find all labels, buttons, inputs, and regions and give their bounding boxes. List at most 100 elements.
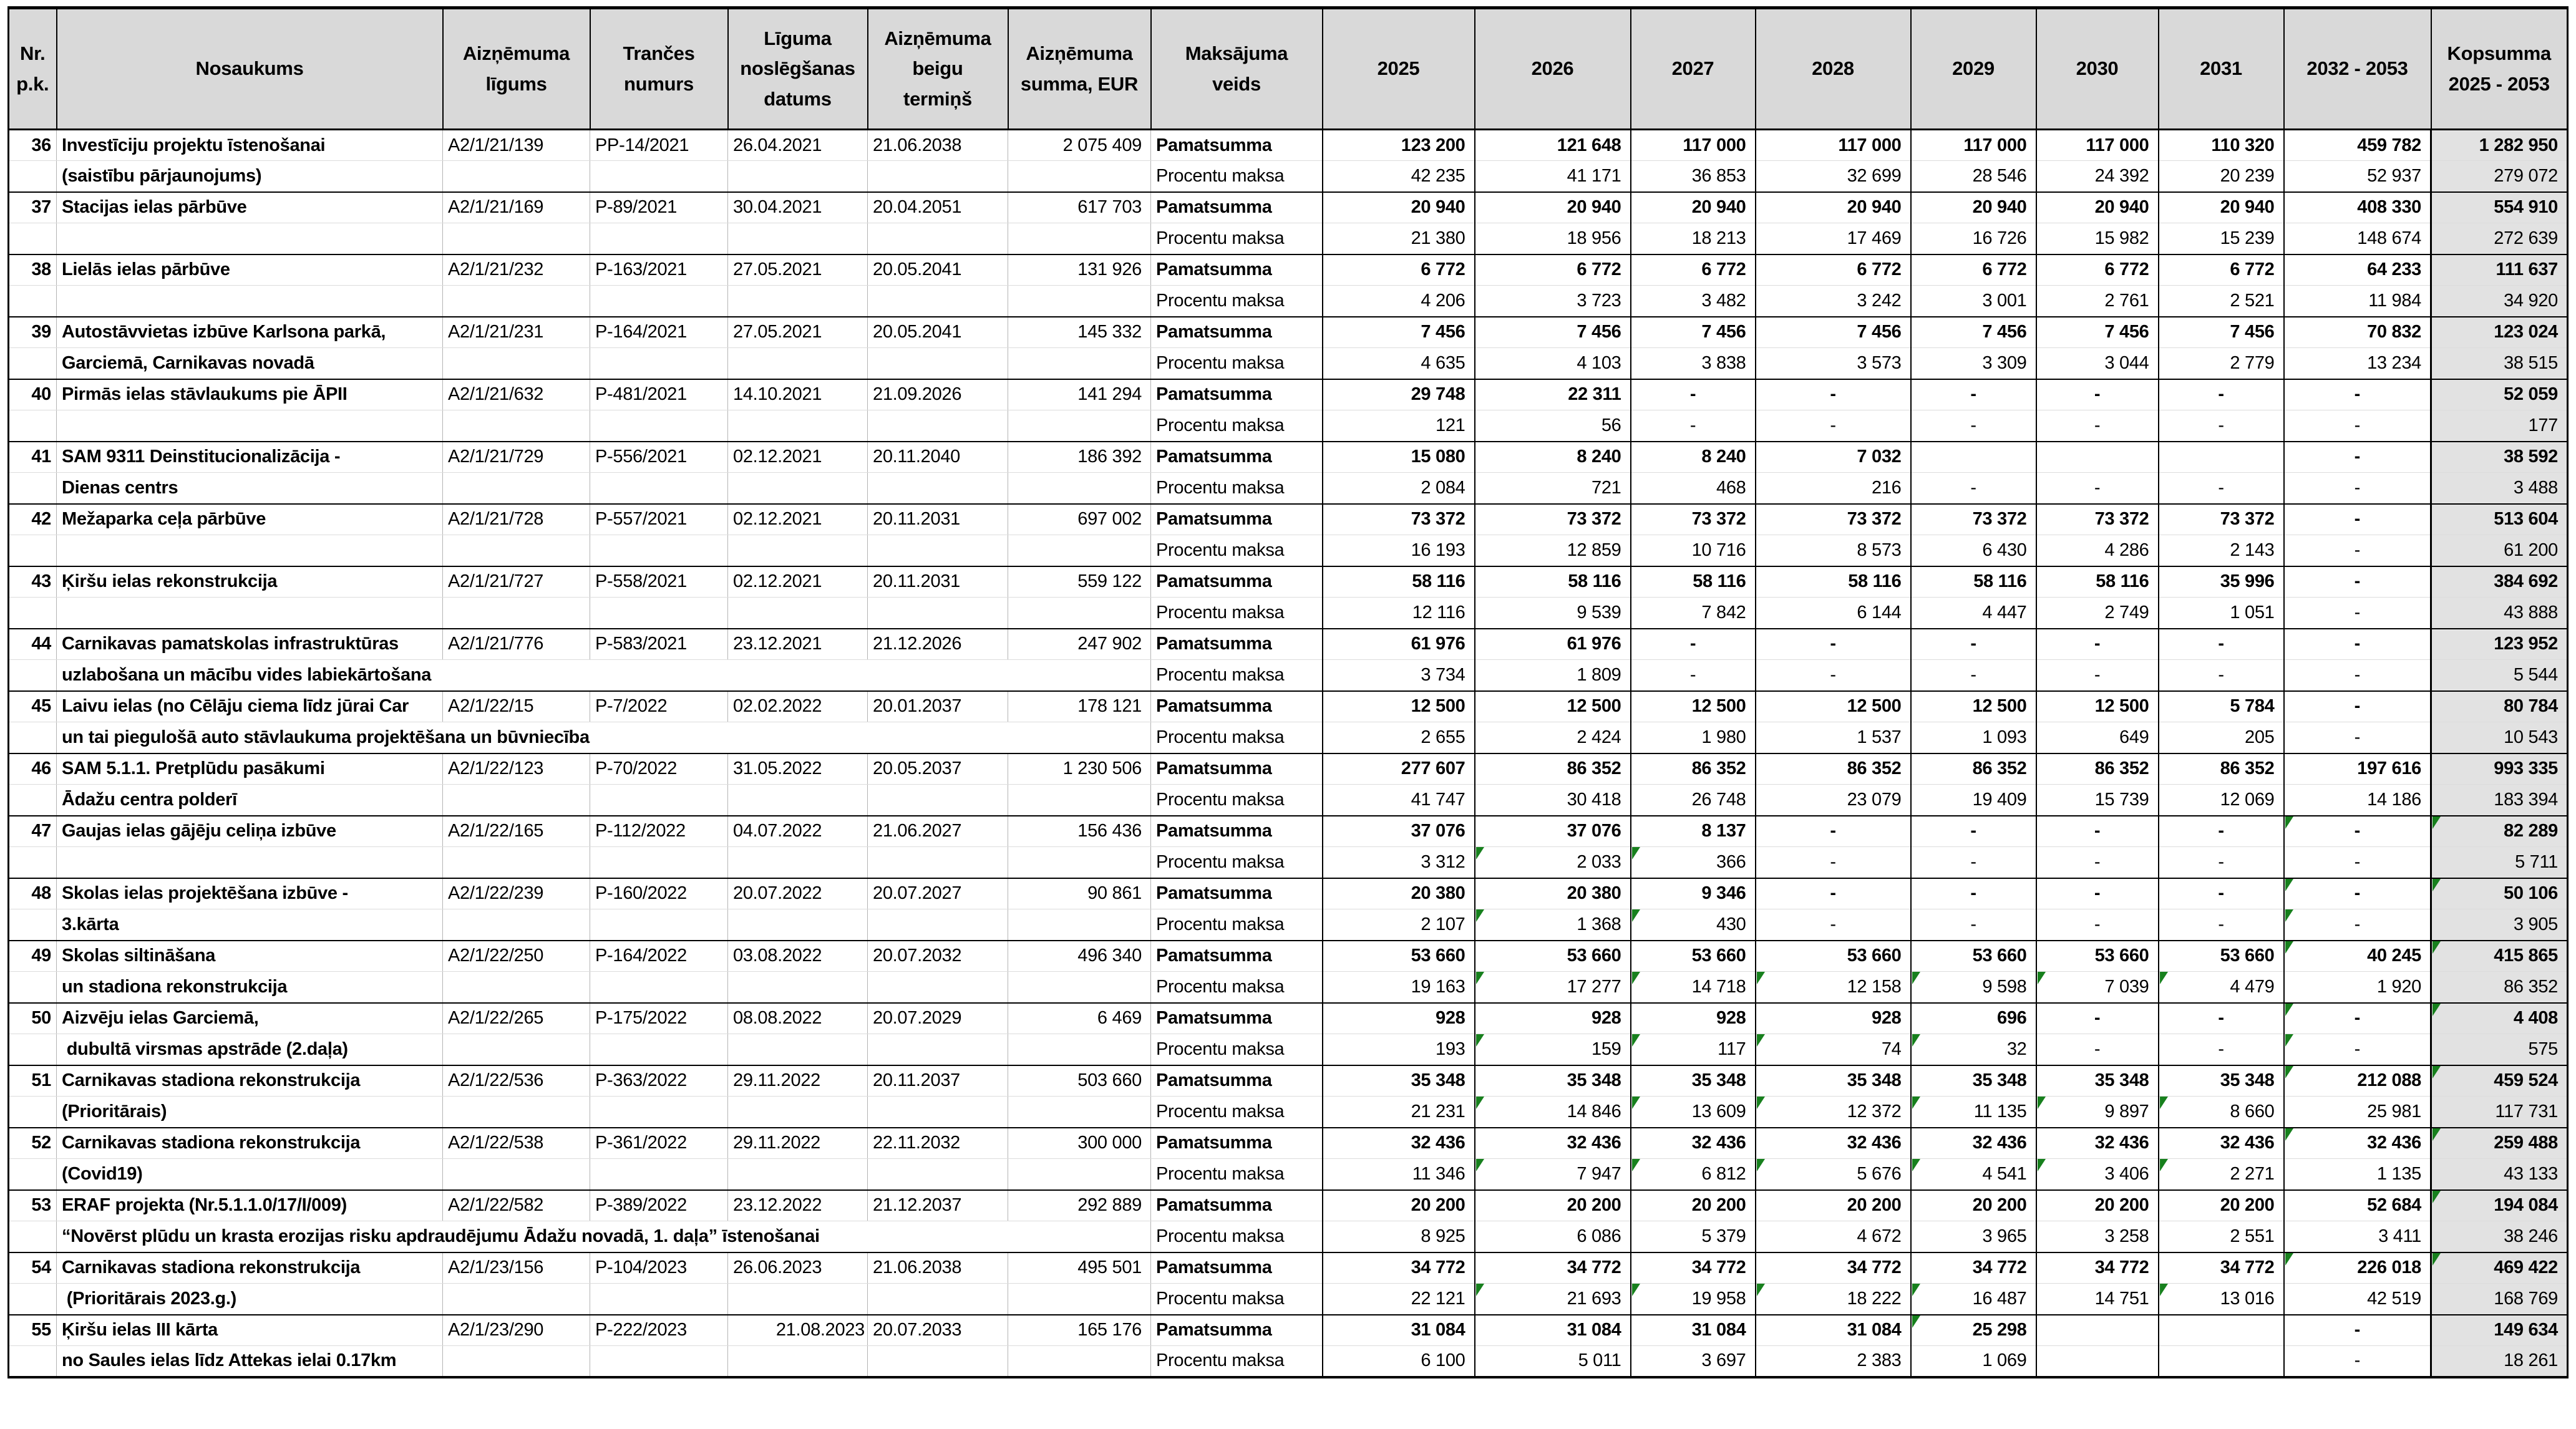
project-name-line1[interactable]: Laivu ielas (no Cēlāju ciema līdz jūrai … bbox=[56, 690, 443, 722]
project-name-line1[interactable]: Aizvēju ielas Garciemā, bbox=[56, 1002, 443, 1034]
signing-date[interactable]: 03.08.2022 bbox=[727, 940, 868, 972]
interest-value-2031-row-45[interactable]: 205 bbox=[2157, 722, 2284, 754]
empty-cell[interactable] bbox=[867, 1034, 1008, 1066]
empty-cell[interactable] bbox=[727, 347, 868, 380]
principal-value-2027-row-40[interactable]: - bbox=[1630, 379, 1756, 410]
tranche-number[interactable]: P-164/2021 bbox=[590, 316, 728, 348]
interest-value-2029-row-53[interactable]: 3 965 bbox=[1910, 1221, 2036, 1253]
row-number[interactable]: 37 bbox=[8, 191, 57, 223]
principal-value-2028-row-38[interactable]: 6 772 bbox=[1754, 254, 1911, 286]
principal-value-2025-row-53[interactable]: 20 200 bbox=[1321, 1189, 1475, 1221]
principal-value-2025-row-52[interactable]: 32 436 bbox=[1321, 1127, 1475, 1159]
principal-value-2030-row-54[interactable]: 34 772 bbox=[2035, 1252, 2159, 1284]
principal-value-total-row-54[interactable]: 469 422 bbox=[2430, 1252, 2568, 1284]
principal-value-2025-row-46[interactable]: 277 607 bbox=[1321, 753, 1475, 785]
principal-value-2026-row-44[interactable]: 61 976 bbox=[1474, 628, 1631, 660]
empty-cell[interactable] bbox=[1008, 1158, 1151, 1191]
interest-value-2028-row-53[interactable]: 4 672 bbox=[1754, 1221, 1911, 1253]
interest-value-total-row-50[interactable]: 575 bbox=[2430, 1034, 2568, 1066]
interest-value-total-row-36[interactable]: 279 072 bbox=[2430, 160, 2568, 193]
tranche-number[interactable]: P-164/2022 bbox=[590, 940, 728, 972]
principal-value-2030-row-37[interactable]: 20 940 bbox=[2035, 191, 2159, 223]
empty-cell[interactable] bbox=[590, 1283, 728, 1315]
empty-cell[interactable] bbox=[442, 846, 590, 879]
empty-cell[interactable] bbox=[727, 1158, 868, 1191]
principal-value-total-row-43[interactable]: 384 692 bbox=[2430, 566, 2568, 598]
interest-value-2031-row-46[interactable]: 12 069 bbox=[2157, 784, 2284, 816]
interest-value-2031-row-43[interactable]: 1 051 bbox=[2157, 597, 2284, 629]
loan-end-date[interactable]: 20.05.2041 bbox=[867, 316, 1008, 348]
tranche-number[interactable]: P-583/2021 bbox=[590, 628, 728, 660]
payment-type-interest[interactable]: Procentu maksa bbox=[1150, 846, 1323, 879]
interest-value-2025-row-40[interactable]: 121 bbox=[1321, 410, 1475, 442]
row-number[interactable]: 52 bbox=[8, 1127, 57, 1159]
project-name-line2[interactable]: no Saules ielas līdz Attekas ielai 0.17k… bbox=[56, 1345, 443, 1378]
interest-value-2027-row-40[interactable]: - bbox=[1630, 410, 1756, 442]
project-name-line2[interactable]: un tai piegulošā auto stāvlaukuma projek… bbox=[56, 722, 1151, 754]
empty-cell[interactable] bbox=[867, 1283, 1008, 1315]
interest-value-2025-row-44[interactable]: 3 734 bbox=[1321, 659, 1475, 692]
loan-amount-eur[interactable]: 165 176 bbox=[1008, 1314, 1151, 1346]
tranche-number[interactable]: P-104/2023 bbox=[590, 1252, 728, 1284]
loan-end-date[interactable]: 20.11.2031 bbox=[867, 503, 1008, 535]
interest-value-2029-row-48[interactable]: - bbox=[1910, 909, 2036, 941]
interest-value-2031-row-40[interactable]: - bbox=[2157, 410, 2284, 442]
empty-cell[interactable] bbox=[727, 971, 868, 1004]
interest-value-2026-row-48[interactable]: 1 368 bbox=[1474, 909, 1631, 941]
principal-value-total-row-51[interactable]: 459 524 bbox=[2430, 1065, 2568, 1097]
principal-value-2030-row-49[interactable]: 53 660 bbox=[2035, 940, 2159, 972]
interest-value-2031-row-42[interactable]: 2 143 bbox=[2157, 535, 2284, 567]
principal-value-2032-2053-row-41[interactable]: - bbox=[2283, 441, 2431, 473]
column-header-nr[interactable]: Nr. p.k. bbox=[7, 7, 57, 130]
interest-value-2025-row-48[interactable]: 2 107 bbox=[1321, 909, 1475, 941]
empty-cell[interactable] bbox=[867, 1345, 1008, 1378]
principal-value-2031-row-48[interactable]: - bbox=[2157, 878, 2284, 909]
tranche-number[interactable]: P-112/2022 bbox=[590, 815, 728, 847]
loan-agreement-number[interactable]: A2/1/21/231 bbox=[442, 316, 590, 348]
interest-value-2030-row-53[interactable]: 3 258 bbox=[2035, 1221, 2159, 1253]
payment-type-principal[interactable]: Pamatsumma bbox=[1150, 878, 1323, 909]
interest-value-2025-row-37[interactable]: 21 380 bbox=[1321, 223, 1475, 255]
row-number[interactable]: 50 bbox=[8, 1002, 57, 1034]
interest-value-2030-row-39[interactable]: 3 044 bbox=[2035, 347, 2159, 380]
principal-value-2028-row-49[interactable]: 53 660 bbox=[1754, 940, 1911, 972]
signing-date[interactable]: 23.12.2022 bbox=[727, 1189, 868, 1221]
column-header-2029[interactable]: 2029 bbox=[1910, 7, 2037, 130]
row-number[interactable]: 36 bbox=[8, 129, 57, 161]
interest-value-2030-row-55[interactable] bbox=[2035, 1345, 2159, 1378]
payment-type-interest[interactable]: Procentu maksa bbox=[1150, 1221, 1323, 1253]
interest-value-2030-row-50[interactable]: - bbox=[2035, 1034, 2159, 1066]
loan-amount-eur[interactable]: 496 340 bbox=[1008, 940, 1151, 972]
principal-value-2030-row-50[interactable]: - bbox=[2035, 1002, 2159, 1034]
principal-value-2032-2053-row-55[interactable]: - bbox=[2283, 1314, 2431, 1346]
empty-cell[interactable] bbox=[867, 160, 1008, 193]
principal-value-2027-row-53[interactable]: 20 200 bbox=[1630, 1189, 1756, 1221]
principal-value-total-row-52[interactable]: 259 488 bbox=[2430, 1127, 2568, 1159]
empty-cell[interactable] bbox=[1008, 535, 1151, 567]
principal-value-2028-row-54[interactable]: 34 772 bbox=[1754, 1252, 1911, 1284]
column-header-beigu-termins[interactable]: Aizņēmuma beigu termiņš bbox=[867, 7, 1009, 130]
interest-value-2032-2053-row-39[interactable]: 13 234 bbox=[2283, 347, 2431, 380]
loan-amount-eur[interactable]: 697 002 bbox=[1008, 503, 1151, 535]
interest-value-2030-row-47[interactable]: - bbox=[2035, 846, 2159, 879]
signing-date[interactable]: 30.04.2021 bbox=[727, 191, 868, 223]
loan-amount-eur[interactable]: 559 122 bbox=[1008, 566, 1151, 598]
column-header-2028[interactable]: 2028 bbox=[1754, 7, 1912, 130]
interest-value-2029-row-41[interactable]: - bbox=[1910, 472, 2036, 505]
row-number-empty[interactable] bbox=[8, 1345, 57, 1378]
principal-value-2029-row-37[interactable]: 20 940 bbox=[1910, 191, 2036, 223]
column-header-2030[interactable]: 2030 bbox=[2035, 7, 2159, 130]
signing-date[interactable]: 14.10.2021 bbox=[727, 379, 868, 410]
interest-value-2026-row-41[interactable]: 721 bbox=[1474, 472, 1631, 505]
interest-value-2032-2053-row-51[interactable]: 25 981 bbox=[2283, 1096, 2431, 1128]
principal-value-2030-row-53[interactable]: 20 200 bbox=[2035, 1189, 2159, 1221]
principal-value-2029-row-54[interactable]: 34 772 bbox=[1910, 1252, 2036, 1284]
principal-value-2029-row-42[interactable]: 73 372 bbox=[1910, 503, 2036, 535]
interest-value-2029-row-47[interactable]: - bbox=[1910, 846, 2036, 879]
signing-date[interactable]: 21.08.2023 bbox=[727, 1314, 868, 1346]
row-number[interactable]: 55 bbox=[8, 1314, 57, 1346]
principal-value-2028-row-37[interactable]: 20 940 bbox=[1754, 191, 1911, 223]
principal-value-2025-row-39[interactable]: 7 456 bbox=[1321, 316, 1475, 348]
principal-value-2028-row-41[interactable]: 7 032 bbox=[1754, 441, 1911, 473]
project-name-line1[interactable]: ERAF projekta (Nr.5.1.1.0/17/I/009) bbox=[56, 1189, 443, 1221]
